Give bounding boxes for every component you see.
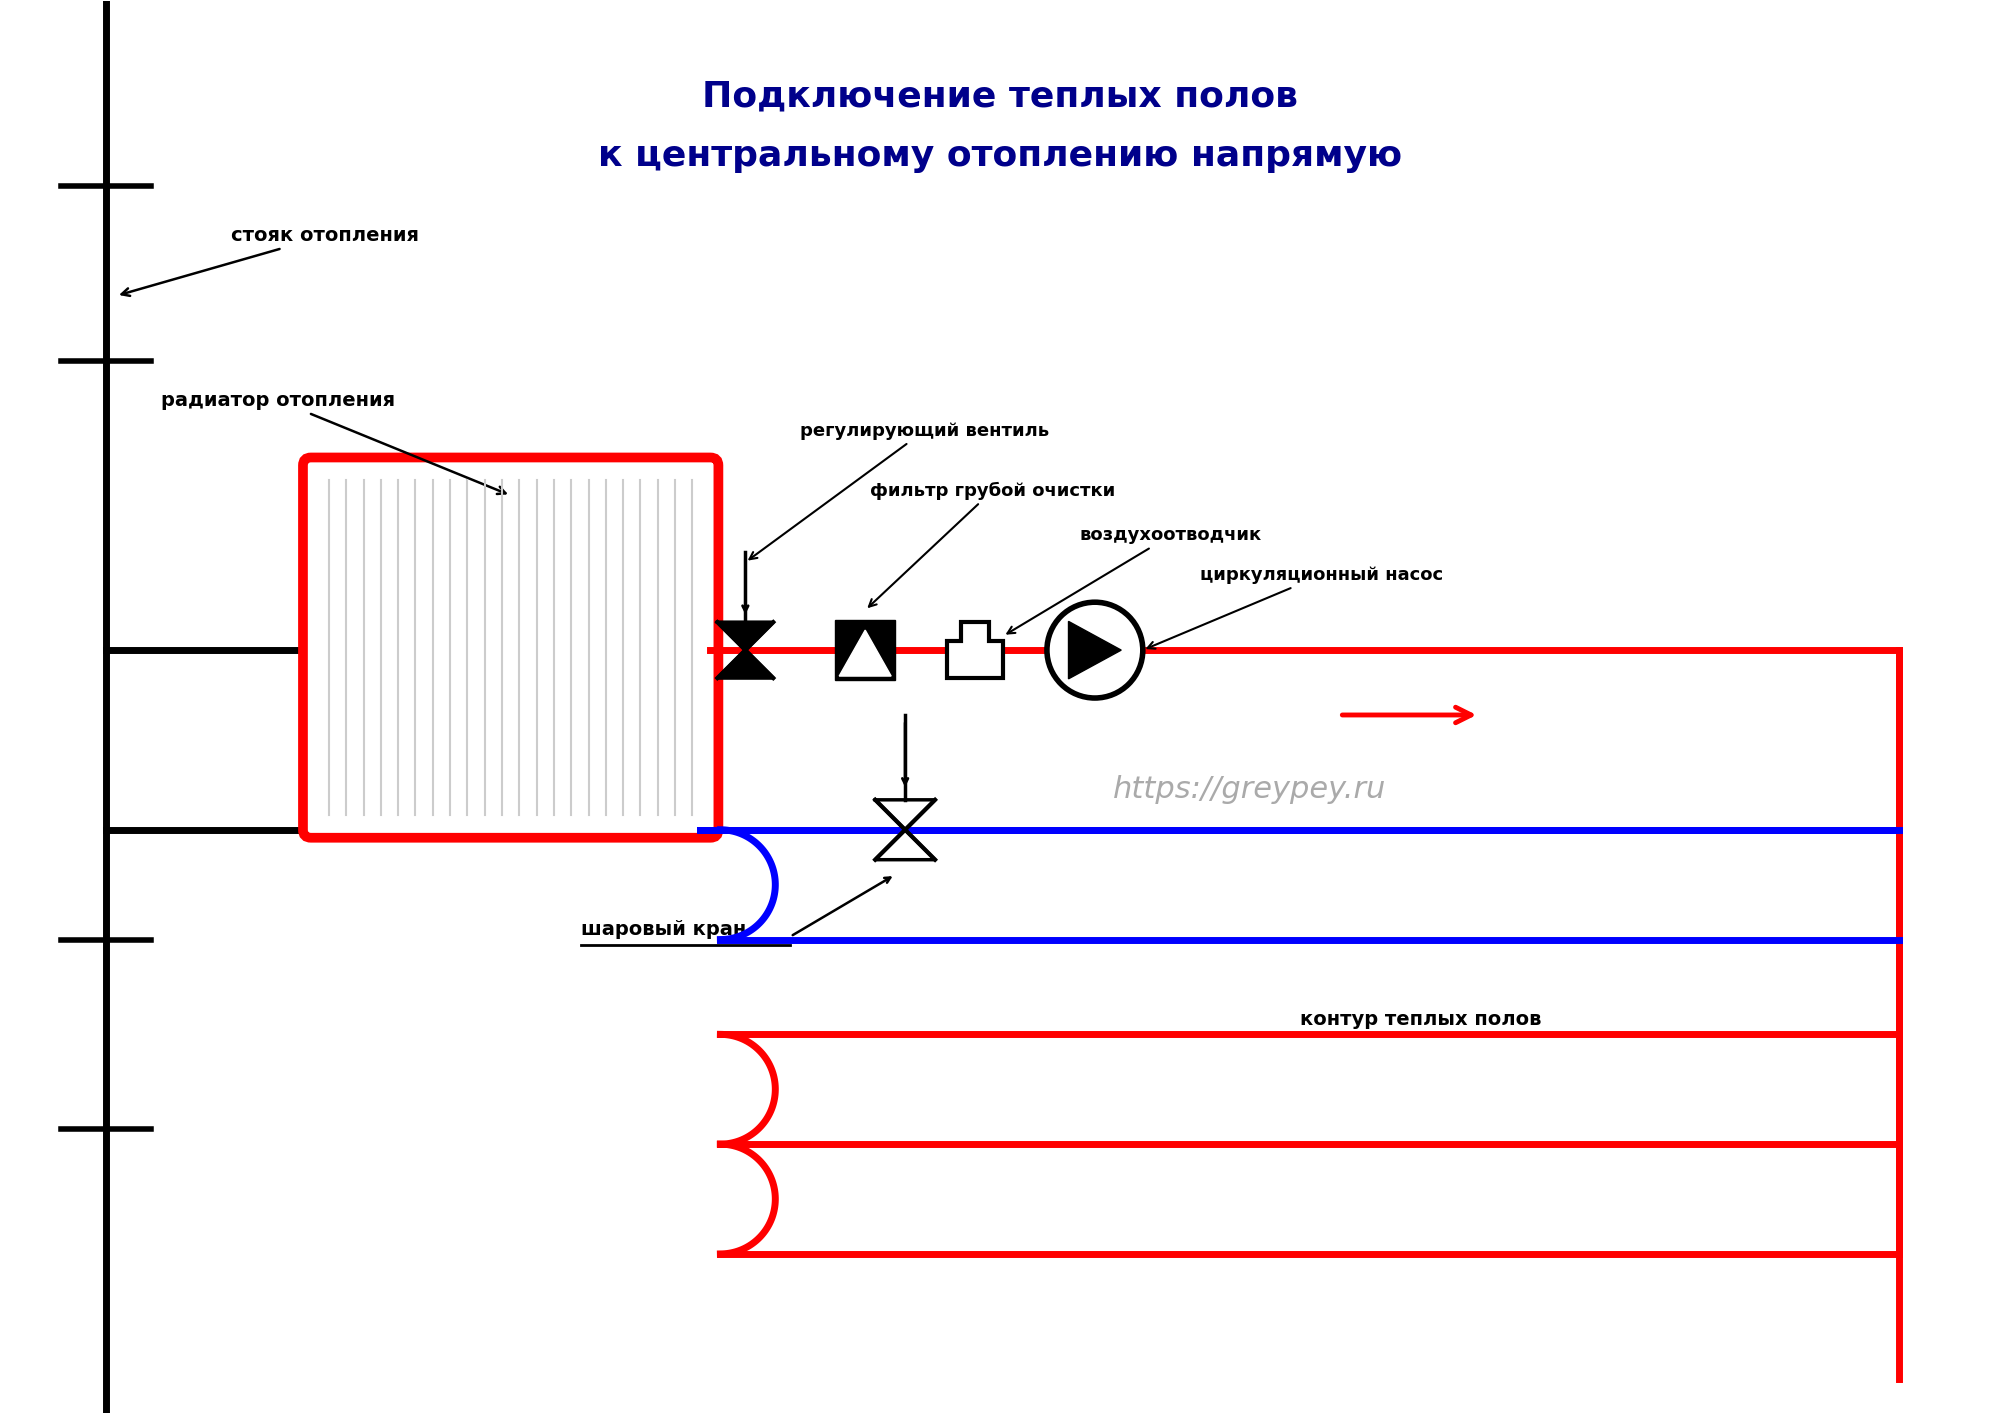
Text: к центральному отоплению напрямую: к центральному отоплению напрямую <box>597 139 1401 173</box>
Text: радиатор отопления: радиатор отопления <box>162 392 505 493</box>
Text: https://greypey.ru: https://greypey.ru <box>1113 775 1387 805</box>
Polygon shape <box>717 622 773 650</box>
Text: воздухоотводчик: воздухоотводчик <box>1007 526 1261 633</box>
Text: Подключение теплых полов: Подключение теплых полов <box>701 79 1297 113</box>
Text: регулирующий вентиль: регулирующий вентиль <box>749 421 1049 560</box>
Polygon shape <box>875 800 935 860</box>
Polygon shape <box>1069 621 1121 679</box>
Text: шаровый кран: шаровый кран <box>579 921 745 939</box>
Polygon shape <box>717 650 773 679</box>
Circle shape <box>1047 602 1143 699</box>
Text: циркуляционный насос: циркуляционный насос <box>1147 566 1443 649</box>
Polygon shape <box>839 631 891 676</box>
Polygon shape <box>835 621 895 680</box>
Text: контур теплых полов: контур теплых полов <box>1299 1010 1540 1029</box>
Polygon shape <box>717 622 773 679</box>
Text: фильтр грубой очистки: фильтр грубой очистки <box>869 481 1115 607</box>
Polygon shape <box>947 622 1003 679</box>
Text: стояк отопления: стояк отопления <box>122 226 420 296</box>
FancyBboxPatch shape <box>304 458 717 837</box>
